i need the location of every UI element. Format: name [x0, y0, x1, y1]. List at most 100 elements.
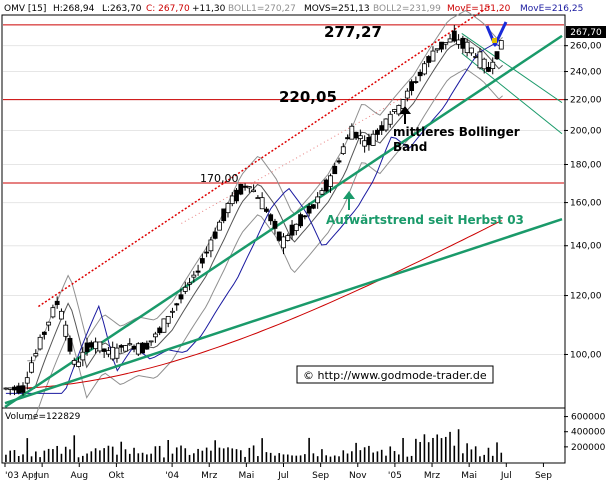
x-tick-label: Mrz: [201, 471, 217, 481]
candle-body: [345, 137, 350, 140]
candle-body: [439, 41, 444, 50]
x-tick-label: Jul: [500, 471, 512, 481]
candle-body: [24, 377, 30, 384]
candle-body: [127, 343, 133, 346]
candle-body: [140, 342, 145, 354]
candle-body: [481, 58, 487, 70]
candle-body: [456, 39, 461, 45]
candle-body: [16, 385, 22, 394]
moving-average-long-line: [5, 220, 502, 389]
forecast-marker: [492, 38, 497, 43]
candle-body: [422, 63, 427, 75]
candle-body: [443, 42, 449, 45]
candle-body: [409, 81, 415, 91]
candle-body: [88, 342, 94, 348]
candle-body: [251, 189, 257, 193]
header-movs: MOVS=251,13: [304, 4, 370, 14]
candle-body: [404, 90, 410, 99]
candle-body: [264, 208, 269, 212]
candle-body: [362, 140, 368, 147]
candle-body: [434, 48, 440, 51]
bollinger-arrow-icon: [399, 106, 411, 124]
candle-body: [33, 353, 39, 357]
candle-body: [50, 307, 56, 318]
candle-body: [20, 385, 26, 393]
svg-text:BOLL1=270,27: BOLL1=270,27: [228, 4, 296, 14]
moving-average-short-line: [5, 43, 503, 394]
svg-text:C: 267,70: C: 267,70: [146, 4, 190, 14]
last-price-tag: 267,70: [566, 26, 606, 38]
volume-label: Volume=122829: [5, 412, 81, 422]
level-170-label: 170,00: [200, 172, 239, 185]
y-tick-label: 220,00: [570, 96, 602, 106]
candle-body: [306, 205, 312, 214]
header-boll1: BOLL1=270,27: [228, 4, 296, 14]
candle-body: [67, 337, 73, 352]
candle-body: [238, 183, 244, 195]
candle-body: [302, 215, 308, 218]
candle-body: [473, 56, 479, 58]
candle-body: [490, 61, 496, 70]
svg-text:MovE=216,25: MovE=216,25: [520, 4, 583, 14]
candle-body: [396, 105, 402, 115]
x-tick-label: '04: [165, 471, 179, 481]
candle-body: [84, 342, 90, 352]
candle-body: [170, 310, 175, 313]
last-price-value: 267,70: [570, 28, 602, 38]
candle-body: [3, 387, 9, 390]
volume-tick-label: 400000: [571, 428, 606, 438]
candle-body: [234, 189, 239, 202]
level-277-label: 277,27: [324, 23, 382, 41]
header-symbol: OMV [15]: [4, 4, 46, 14]
candle-body: [310, 204, 316, 209]
candle-body: [246, 186, 252, 189]
candle-body: [289, 224, 295, 236]
candle-body: [272, 220, 278, 229]
candle-body: [392, 109, 397, 113]
x-tick-label: Okt: [108, 471, 124, 481]
candle-body: [165, 315, 171, 324]
trend-annotation: Aufwärtstrend seit Herbst 03: [326, 213, 524, 227]
x-tick-label: Aug: [70, 471, 88, 481]
candle-body: [430, 50, 436, 62]
candle-body: [285, 235, 291, 241]
candle-body: [332, 165, 338, 175]
candle-body: [199, 258, 205, 264]
candle-body: [477, 51, 483, 69]
candle-body: [135, 343, 141, 355]
candle-body: [7, 387, 13, 390]
long-uptrend-line: [4, 217, 563, 405]
candle-body: [486, 66, 491, 72]
y-tick-label: 240,00: [570, 68, 602, 78]
trend-arrow-icon: [343, 191, 355, 210]
candle-body: [498, 40, 504, 50]
header-low: L:263,70: [102, 4, 142, 14]
x-tick-label: '03 Apr: [5, 471, 38, 481]
svg-text:MovE=151,20: MovE=151,20: [447, 4, 511, 14]
candle-body: [152, 333, 158, 338]
header-high: H:268,94: [53, 4, 95, 14]
bollinger-middle-line: [27, 37, 503, 389]
candle-body: [281, 236, 286, 249]
candle-body: [366, 137, 372, 146]
bollinger-upper-line: [27, 10, 503, 362]
candle-body: [93, 341, 99, 350]
candle-body: [225, 203, 231, 214]
svg-text:H:268,94: H:268,94: [53, 4, 95, 14]
candle-body: [71, 360, 77, 365]
candle-body: [375, 129, 380, 135]
candle-body: [37, 336, 43, 350]
x-tick-label: '05: [388, 471, 402, 481]
channel-line-upper: [461, 33, 563, 104]
header-move1: MovE=151,20: [447, 4, 511, 14]
candle-body: [413, 81, 419, 83]
candle-body: [379, 125, 385, 131]
x-tick-label: Sep: [312, 471, 329, 481]
y-tick-label: 260,00: [570, 42, 602, 52]
candle-body: [464, 41, 470, 54]
candle-body: [212, 231, 218, 239]
candle-body: [259, 197, 265, 210]
candle-body: [101, 348, 107, 352]
